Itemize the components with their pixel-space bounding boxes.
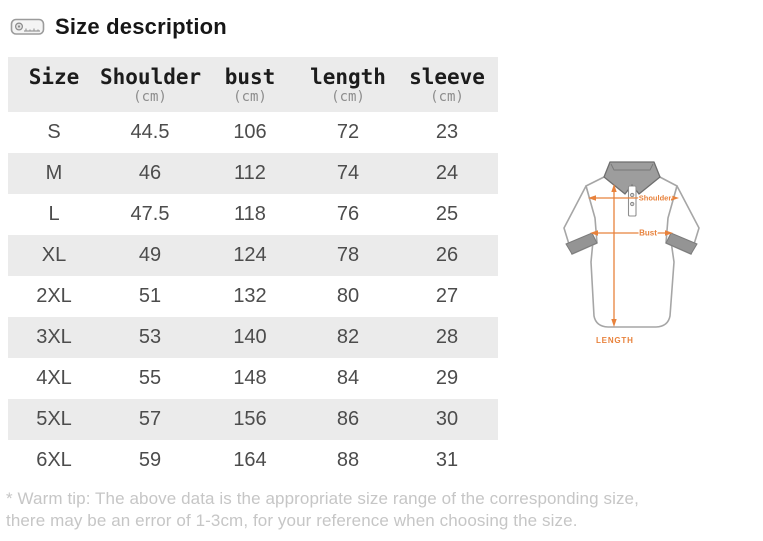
- shirt-placket: [627, 185, 637, 217]
- cell-shoulder: 46: [138, 162, 162, 185]
- cell-shoulder: 44.5: [130, 121, 170, 144]
- cell-bust: 140: [233, 326, 267, 349]
- page-title: Size description: [55, 14, 227, 39]
- cell-shoulder: 51: [138, 285, 162, 308]
- table-row: XL 49 124 78 26: [8, 235, 498, 277]
- cell-size: L: [48, 203, 60, 226]
- warm-tip-note: * Warm tip: The above data is the approp…: [6, 488, 639, 531]
- length-label: LENGTH: [596, 336, 634, 345]
- cell-bust: 156: [233, 408, 267, 431]
- cell-sleeve: 28: [435, 326, 459, 349]
- cell-size: 5XL: [36, 408, 72, 431]
- shirt-button: [630, 201, 635, 207]
- cell-size: 6XL: [36, 449, 72, 472]
- cell-length: 84: [336, 367, 360, 390]
- cell-size: S: [47, 121, 61, 144]
- cell-shoulder: 59: [138, 449, 162, 472]
- shoulder-label: Shoulder: [639, 194, 672, 203]
- cell-size: 2XL: [36, 285, 72, 308]
- cell-size: 4XL: [36, 367, 72, 390]
- col-header-sleeve: sleeve (cm): [396, 57, 498, 113]
- cell-bust: 112: [234, 162, 266, 185]
- table-row: 3XL 53 140 82 28: [8, 317, 498, 359]
- cell-length: 88: [336, 449, 360, 472]
- tape-measure-icon: [10, 18, 45, 35]
- table-row: 2XL 51 132 80 27: [8, 276, 498, 317]
- col-header-size: Size: [8, 57, 100, 113]
- section-title-bar: Size description: [10, 14, 227, 40]
- cell-shoulder: 57: [138, 408, 162, 431]
- cell-sleeve: 26: [435, 244, 459, 267]
- cell-bust: 124: [233, 244, 267, 267]
- cell-bust: 132: [233, 285, 267, 308]
- table-row: L 47.5 118 76 25: [8, 194, 498, 235]
- col-header-unit: (cm): [331, 89, 365, 106]
- shirt-right-cuff: [665, 232, 698, 255]
- cell-size: 3XL: [36, 326, 72, 349]
- table-row: M 46 112 74 24: [8, 153, 498, 195]
- cell-bust: 118: [234, 203, 266, 226]
- col-header-unit: [8, 89, 100, 106]
- cell-shoulder: 49: [138, 244, 162, 267]
- cell-sleeve: 30: [435, 408, 459, 431]
- cell-size: XL: [41, 244, 67, 267]
- col-header-label: length: [310, 65, 386, 89]
- cell-length: 86: [336, 408, 360, 431]
- size-table: Size Shoulder (cm) bust (cm) length (cm)…: [8, 57, 498, 481]
- cell-sleeve: 25: [435, 203, 459, 226]
- cell-shoulder: 55: [138, 367, 162, 390]
- bust-label: Bust: [639, 229, 657, 238]
- col-header-unit: (cm): [133, 89, 167, 106]
- col-header-length: length (cm): [300, 57, 396, 113]
- shirt-button: [630, 192, 635, 198]
- col-header-bust: bust (cm): [200, 57, 300, 113]
- cell-length: 78: [336, 244, 360, 267]
- cell-shoulder: 53: [138, 326, 162, 349]
- col-header-unit: (cm): [430, 89, 464, 106]
- col-header-label: Shoulder: [100, 65, 202, 89]
- cell-length: 72: [336, 121, 360, 144]
- table-header-row: Size Shoulder (cm) bust (cm) length (cm)…: [8, 57, 498, 113]
- warm-tip-line-1: * Warm tip: The above data is the approp…: [6, 489, 639, 508]
- table-row: 5XL 57 156 86 30: [8, 399, 498, 441]
- cell-shoulder: 47.5: [130, 203, 170, 226]
- cell-length: 82: [336, 326, 360, 349]
- col-header-label: Size: [28, 65, 80, 89]
- col-header-shoulder: Shoulder (cm): [100, 57, 202, 113]
- cell-bust: 148: [233, 367, 267, 390]
- table-row: 4XL 55 148 84 29: [8, 358, 498, 399]
- cell-size: M: [45, 162, 63, 185]
- cell-sleeve: 24: [435, 162, 459, 185]
- cell-length: 76: [336, 203, 360, 226]
- cell-bust: 106: [233, 121, 267, 144]
- cell-sleeve: 27: [435, 285, 459, 308]
- cell-bust: 164: [233, 449, 267, 472]
- col-header-label: sleeve: [409, 65, 485, 89]
- cell-sleeve: 31: [435, 449, 459, 472]
- warm-tip-line-2: there may be an error of 1-3cm, for your…: [6, 510, 578, 530]
- shirt-left-cuff: [565, 232, 598, 255]
- cell-length: 74: [336, 162, 360, 185]
- table-row: S 44.5 106 72 23: [8, 112, 498, 153]
- cell-length: 80: [336, 285, 360, 308]
- polo-shirt-diagram: Shoulder Bust LENGTH: [563, 161, 700, 345]
- col-header-unit: (cm): [233, 89, 267, 106]
- table-row: 6XL 59 164 88 31: [8, 440, 498, 481]
- shirt-body: [585, 174, 678, 328]
- col-header-label: bust: [224, 65, 276, 89]
- cell-sleeve: 29: [435, 367, 459, 390]
- cell-sleeve: 23: [435, 121, 459, 144]
